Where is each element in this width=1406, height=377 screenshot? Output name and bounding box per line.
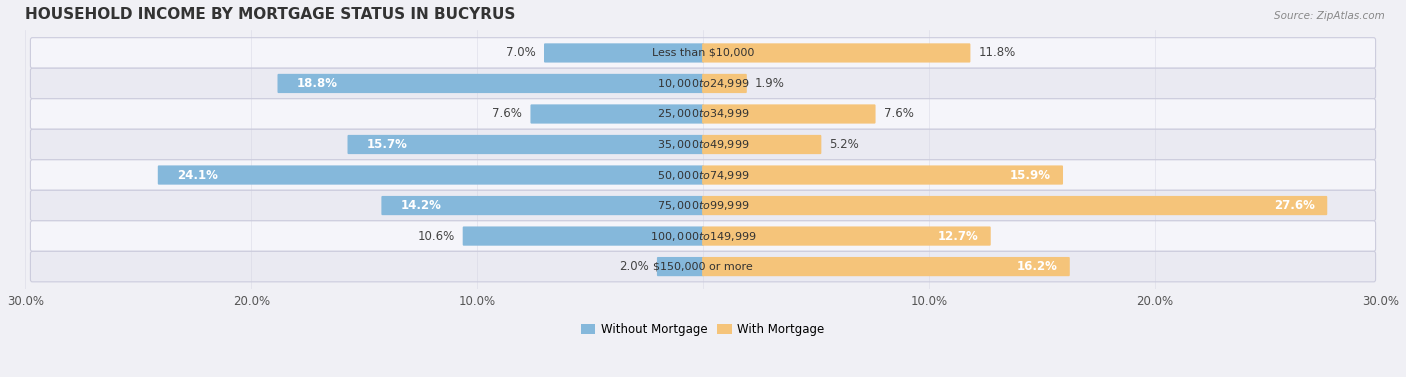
FancyBboxPatch shape xyxy=(702,196,1327,215)
Text: $25,000 to $34,999: $25,000 to $34,999 xyxy=(657,107,749,121)
Legend: Without Mortgage, With Mortgage: Without Mortgage, With Mortgage xyxy=(576,318,830,341)
Text: Less than $10,000: Less than $10,000 xyxy=(652,48,754,58)
FancyBboxPatch shape xyxy=(157,166,704,185)
Text: 15.7%: 15.7% xyxy=(367,138,408,151)
Text: 7.6%: 7.6% xyxy=(884,107,914,121)
Text: $100,000 to $149,999: $100,000 to $149,999 xyxy=(650,230,756,242)
FancyBboxPatch shape xyxy=(31,38,1375,68)
Text: $35,000 to $49,999: $35,000 to $49,999 xyxy=(657,138,749,151)
FancyBboxPatch shape xyxy=(702,227,991,246)
Text: $75,000 to $99,999: $75,000 to $99,999 xyxy=(657,199,749,212)
Text: 16.2%: 16.2% xyxy=(1017,260,1057,273)
Text: 5.2%: 5.2% xyxy=(830,138,859,151)
Text: 18.8%: 18.8% xyxy=(297,77,337,90)
FancyBboxPatch shape xyxy=(530,104,704,124)
Text: 24.1%: 24.1% xyxy=(177,169,218,181)
Text: 11.8%: 11.8% xyxy=(979,46,1015,60)
Text: 15.9%: 15.9% xyxy=(1010,169,1050,181)
Text: HOUSEHOLD INCOME BY MORTGAGE STATUS IN BUCYRUS: HOUSEHOLD INCOME BY MORTGAGE STATUS IN B… xyxy=(25,7,516,22)
FancyBboxPatch shape xyxy=(31,68,1375,99)
FancyBboxPatch shape xyxy=(347,135,704,154)
FancyBboxPatch shape xyxy=(657,257,704,276)
Text: 7.6%: 7.6% xyxy=(492,107,522,121)
Text: $50,000 to $74,999: $50,000 to $74,999 xyxy=(657,169,749,181)
Text: $10,000 to $24,999: $10,000 to $24,999 xyxy=(657,77,749,90)
FancyBboxPatch shape xyxy=(381,196,704,215)
Text: $150,000 or more: $150,000 or more xyxy=(654,262,752,271)
FancyBboxPatch shape xyxy=(702,43,970,63)
Text: 27.6%: 27.6% xyxy=(1274,199,1315,212)
Text: 1.9%: 1.9% xyxy=(755,77,785,90)
FancyBboxPatch shape xyxy=(544,43,704,63)
Text: 10.6%: 10.6% xyxy=(418,230,454,242)
Text: 2.0%: 2.0% xyxy=(619,260,648,273)
FancyBboxPatch shape xyxy=(31,190,1375,221)
Text: 7.0%: 7.0% xyxy=(506,46,536,60)
Text: 12.7%: 12.7% xyxy=(938,230,979,242)
FancyBboxPatch shape xyxy=(277,74,704,93)
FancyBboxPatch shape xyxy=(31,129,1375,160)
FancyBboxPatch shape xyxy=(702,104,876,124)
FancyBboxPatch shape xyxy=(702,166,1063,185)
FancyBboxPatch shape xyxy=(702,135,821,154)
FancyBboxPatch shape xyxy=(702,74,747,93)
FancyBboxPatch shape xyxy=(31,221,1375,251)
FancyBboxPatch shape xyxy=(31,160,1375,190)
FancyBboxPatch shape xyxy=(31,99,1375,129)
Text: 14.2%: 14.2% xyxy=(401,199,441,212)
FancyBboxPatch shape xyxy=(702,257,1070,276)
FancyBboxPatch shape xyxy=(463,227,704,246)
Text: Source: ZipAtlas.com: Source: ZipAtlas.com xyxy=(1274,11,1385,21)
FancyBboxPatch shape xyxy=(31,251,1375,282)
